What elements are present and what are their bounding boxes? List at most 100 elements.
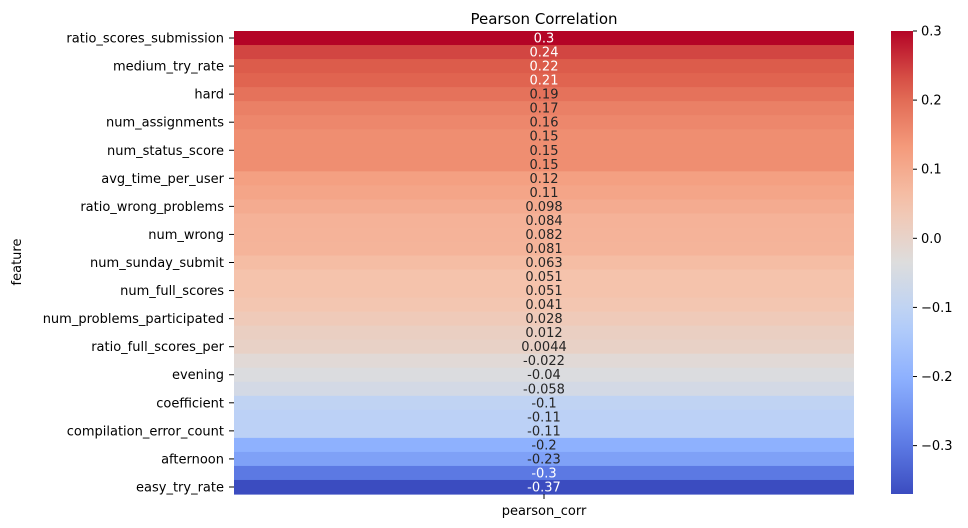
cell-value-label: 0.0044 xyxy=(521,340,567,355)
y-tick-label: avg_time_per_user xyxy=(101,172,224,187)
heatmap-cell xyxy=(234,353,854,369)
heatmap-cell xyxy=(234,213,854,229)
colorbar-tick-label: −0.2 xyxy=(921,370,953,385)
cell-value-label: 0.098 xyxy=(525,200,562,215)
cell-value-label: -0.3 xyxy=(531,466,556,481)
heatmap-cell xyxy=(234,59,854,74)
heatmap-cell xyxy=(234,73,854,88)
colorbar-tick-label: 0.1 xyxy=(921,163,942,178)
cell-value-label: 0.051 xyxy=(525,270,562,285)
y-tick-label: easy_try_rate xyxy=(136,480,224,495)
cell-value-label: 0.063 xyxy=(525,256,562,271)
y-tick-label: num_sunday_submit xyxy=(90,256,224,271)
heatmap-cell xyxy=(234,423,854,439)
y-tick-label: afternoon xyxy=(161,452,224,467)
heatmap-cell xyxy=(234,269,854,285)
colorbar-gradient xyxy=(891,31,913,494)
x-tick-label: pearson_corr xyxy=(502,504,587,519)
cell-value-label: 0.12 xyxy=(530,172,559,187)
cell-value-label: 0.21 xyxy=(530,74,559,89)
colorbar-tick-label: −0.1 xyxy=(921,301,953,316)
cell-value-label: 0.081 xyxy=(525,242,562,257)
y-tick-label: ratio_wrong_problems xyxy=(80,200,224,215)
heatmap-cell xyxy=(234,479,854,495)
heatmap-cells xyxy=(234,31,854,495)
colorbar: 0.3 0.2 0.1 0.0 −0.1 −0.2 −0.3 xyxy=(891,25,953,494)
y-axis-label: feature xyxy=(10,239,25,286)
cell-value-labels: 0.30.240.220.210.190.170.160.150.150.150… xyxy=(521,32,567,496)
heatmap-cell xyxy=(234,241,854,257)
heatmap-cell xyxy=(234,87,854,102)
cell-value-label: 0.22 xyxy=(530,60,559,75)
x-axis: pearson_corr xyxy=(502,494,587,519)
heatmap-cell xyxy=(234,437,854,453)
chart-title: Pearson Correlation xyxy=(470,10,617,28)
y-tick-label: coefficient xyxy=(156,396,224,411)
heatmap-cell xyxy=(234,465,854,481)
cell-value-label: 0.17 xyxy=(530,102,559,117)
heatmap-cell xyxy=(234,255,854,271)
y-tick-label: num_status_score xyxy=(107,144,224,159)
y-tick-label: ratio_scores_submission xyxy=(66,32,224,47)
cell-value-label: 0.041 xyxy=(525,298,562,313)
cell-value-label: -0.11 xyxy=(527,424,561,439)
heatmap-cell xyxy=(234,325,854,341)
cell-value-label: 0.16 xyxy=(530,116,559,131)
heatmap-cell xyxy=(234,381,854,397)
cell-value-label: 0.028 xyxy=(525,312,562,327)
heatmap-cell xyxy=(234,171,854,186)
y-tick-label: ratio_full_scores_per xyxy=(91,340,224,355)
cell-value-label: 0.11 xyxy=(530,186,559,201)
heatmap-cell xyxy=(234,115,854,130)
cell-value-label: -0.1 xyxy=(531,396,556,411)
cell-value-label: 0.012 xyxy=(525,326,562,341)
heatmap-cell xyxy=(234,339,854,355)
y-tick-label: hard xyxy=(194,88,224,103)
heatmap-cell xyxy=(234,185,854,200)
heatmap-cell xyxy=(234,367,854,383)
colorbar-tick-label: 0.3 xyxy=(921,25,942,40)
cell-value-label: 0.084 xyxy=(525,214,562,229)
cell-value-label: 0.15 xyxy=(530,158,559,173)
y-tick-label: compilation_error_count xyxy=(67,424,224,439)
heatmap-cell xyxy=(234,227,854,243)
heatmap-cell xyxy=(234,283,854,299)
cell-value-label: -0.11 xyxy=(527,410,561,425)
heatmap-cell xyxy=(234,31,854,46)
heatmap-cell xyxy=(234,157,854,172)
y-tick-label: num_wrong xyxy=(148,228,224,243)
heatmap-cell xyxy=(234,409,854,425)
cell-value-label: -0.04 xyxy=(527,368,561,383)
cell-value-label: 0.15 xyxy=(530,144,559,159)
heatmap-cell xyxy=(234,129,854,144)
y-tick-label: evening xyxy=(172,368,224,383)
colorbar-tick-label: 0.0 xyxy=(921,232,942,247)
cell-value-label: -0.23 xyxy=(527,452,561,467)
cell-value-label: -0.022 xyxy=(523,354,565,369)
cell-value-label: -0.2 xyxy=(531,438,556,453)
heatmap-cell xyxy=(234,45,854,60)
cell-value-label: 0.082 xyxy=(525,228,562,243)
cell-value-label: 0.19 xyxy=(530,88,559,103)
cell-value-label: -0.37 xyxy=(527,480,561,495)
colorbar-tick-label: −0.3 xyxy=(921,439,953,454)
y-tick-label: num_problems_participated xyxy=(43,312,224,327)
y-axis: ratio_scores_submission medium_try_rateha… xyxy=(43,32,234,495)
heatmap-cell xyxy=(234,143,854,158)
heatmap-cell xyxy=(234,451,854,467)
heatmap-cell xyxy=(234,101,854,116)
cell-value-label: 0.051 xyxy=(525,284,562,299)
cell-value-label: 0.24 xyxy=(530,46,559,61)
y-tick-label: num_full_scores xyxy=(120,284,224,299)
heatmap-cell xyxy=(234,297,854,313)
y-tick-label: num_assignments xyxy=(106,116,224,131)
y-tick-label: medium_try_rate xyxy=(113,60,224,75)
heatmap-cell xyxy=(234,311,854,327)
heatmap-cell xyxy=(234,199,854,214)
heatmap-cell xyxy=(234,395,854,411)
cell-value-label: 0.3 xyxy=(534,32,555,47)
colorbar-tick-label: 0.2 xyxy=(921,94,942,109)
cell-value-label: -0.058 xyxy=(523,382,565,397)
cell-value-label: 0.15 xyxy=(530,130,559,145)
